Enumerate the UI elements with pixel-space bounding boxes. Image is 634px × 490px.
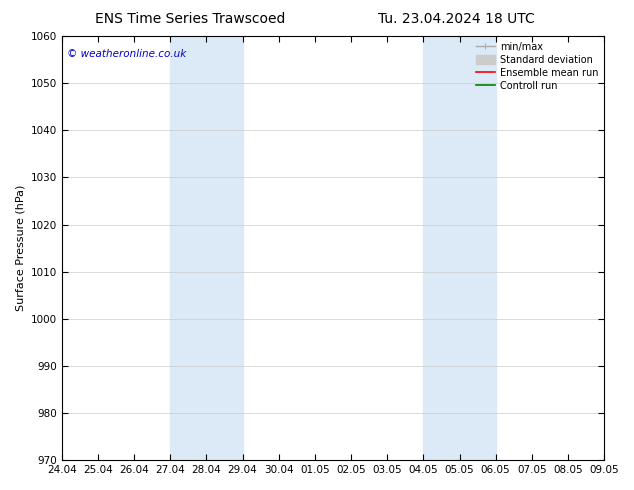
- Bar: [424, 36, 496, 460]
- Text: Tu. 23.04.2024 18 UTC: Tu. 23.04.2024 18 UTC: [378, 12, 535, 26]
- Y-axis label: Surface Pressure (hPa): Surface Pressure (hPa): [15, 185, 25, 311]
- Bar: [170, 36, 243, 460]
- Text: ENS Time Series Trawscoed: ENS Time Series Trawscoed: [95, 12, 285, 26]
- Legend: min/max, Standard deviation, Ensemble mean run, Controll run: min/max, Standard deviation, Ensemble me…: [472, 38, 602, 95]
- Text: © weatheronline.co.uk: © weatheronline.co.uk: [67, 49, 186, 59]
